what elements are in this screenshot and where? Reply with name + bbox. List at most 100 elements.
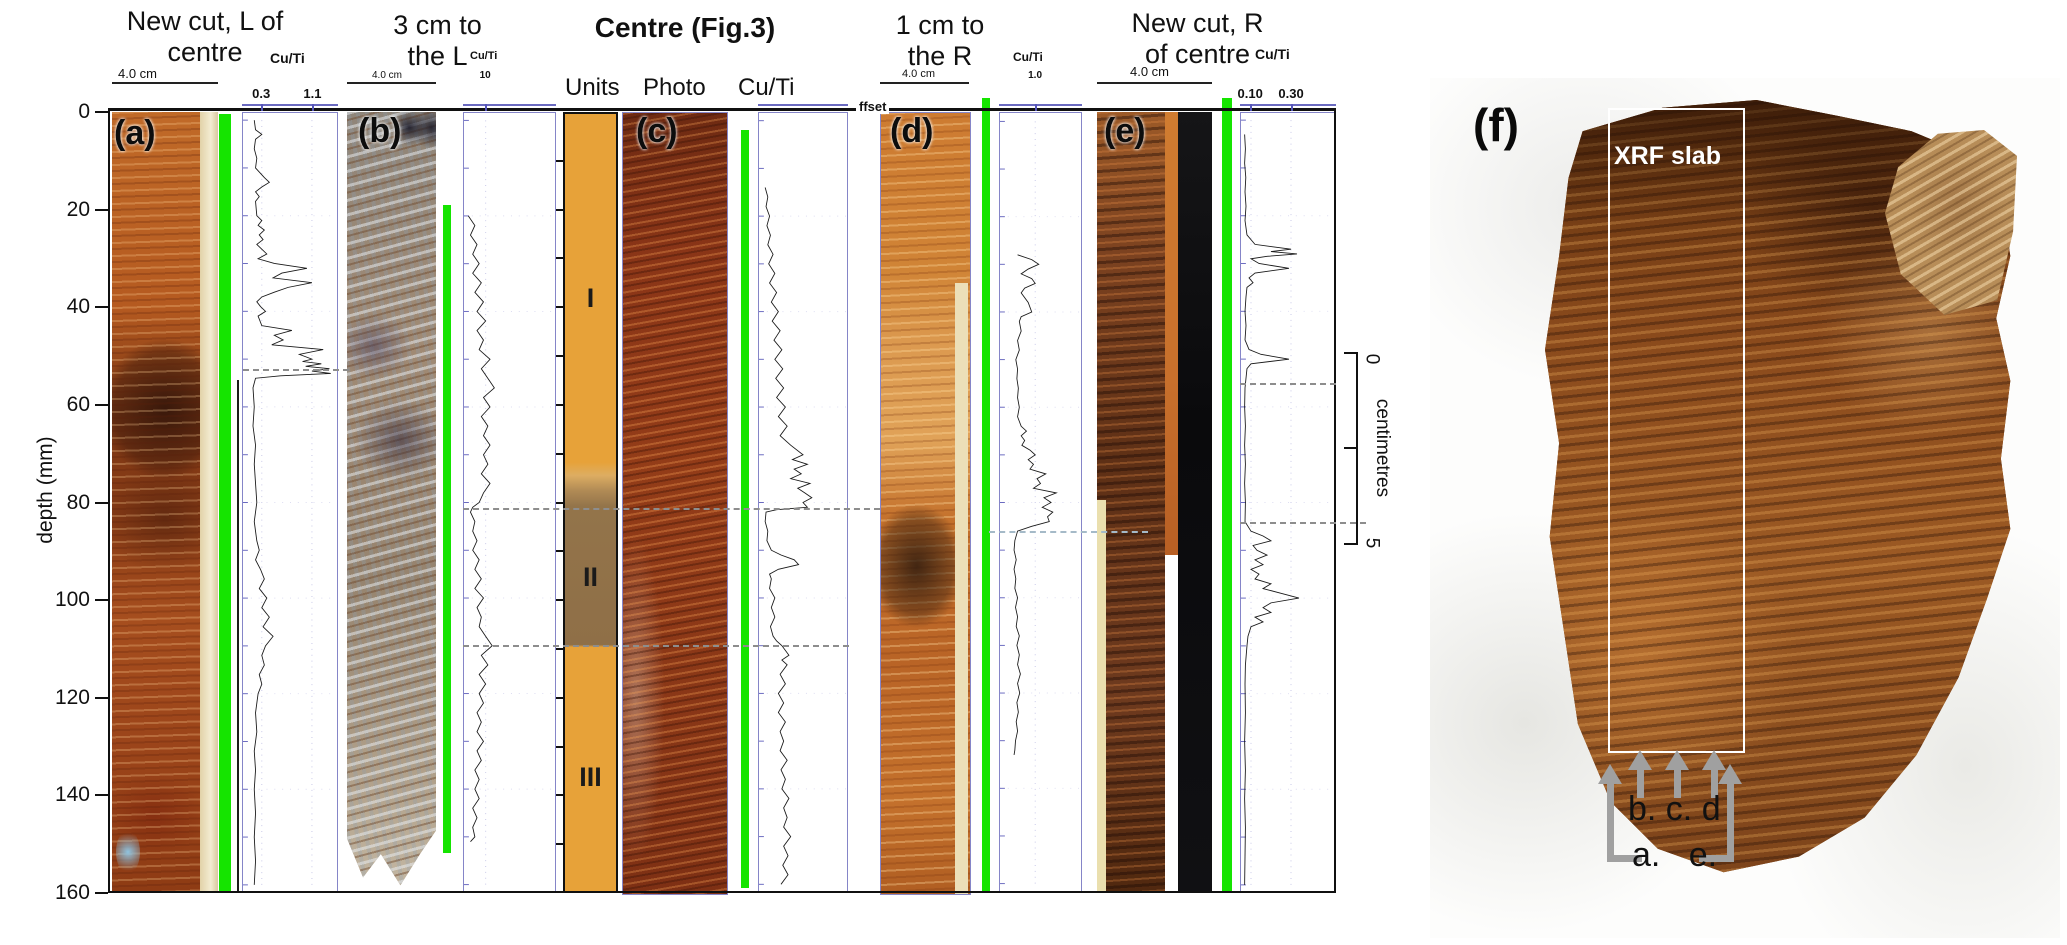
core-edge-cream-a xyxy=(200,112,218,893)
correlation-dashed-line xyxy=(989,530,1148,533)
cuti-column-header: Cu/Ti xyxy=(738,74,795,101)
xrf-slab-label: XRF slab xyxy=(1614,142,1721,170)
axis-tick-label: 0.30 xyxy=(1278,86,1304,101)
panel-d-title: 1 cm to the R xyxy=(895,10,985,71)
panel-letter-f: (f) xyxy=(1473,99,1519,151)
scalebar-line-e xyxy=(1097,82,1212,84)
axis-tick xyxy=(312,104,315,111)
arrow-up-icon xyxy=(1637,770,1644,798)
plot-axis-d xyxy=(999,104,1082,106)
cm-scale-tick xyxy=(1344,447,1358,449)
panel-letter-b: (b) xyxy=(358,112,402,150)
core-boundary-line-a xyxy=(237,380,239,893)
core-photo-d xyxy=(880,112,971,895)
plot-axis-c xyxy=(758,104,848,106)
depth-tick xyxy=(95,892,108,894)
arrow-up-icon xyxy=(1718,764,1742,784)
core-photo-a xyxy=(112,112,218,893)
correlation-dashed-line xyxy=(1240,522,1366,525)
xrf-track-bar-e xyxy=(1222,98,1232,893)
slab-positions-label-bcd: b. c. d xyxy=(1628,790,1721,828)
xrf-track-bar-d xyxy=(982,98,990,893)
scalebar-label-b: 4.0 cm xyxy=(372,70,403,81)
scalebar-line-d xyxy=(880,82,969,84)
offset-note: ffset xyxy=(856,99,890,114)
core-shadow-gap-e xyxy=(1178,112,1212,893)
scalebar-label-d: 4.0 cm xyxy=(902,68,936,80)
xrf-slab-outline xyxy=(1608,108,1745,753)
arrow-bracket-foot xyxy=(1699,855,1734,862)
depth-tick xyxy=(95,599,108,602)
axis-tick xyxy=(261,104,264,111)
plot-axis-a xyxy=(242,104,338,106)
arrow-up-icon xyxy=(1665,750,1689,770)
depth-tick xyxy=(95,696,108,699)
cuti-plot-b xyxy=(463,112,556,893)
panel-a-title: New cut, L of centre xyxy=(126,6,284,67)
axis-tick-label: 0.10 xyxy=(1237,86,1263,101)
photo-column-header: Photo xyxy=(643,74,706,101)
panel-letter-a: (a) xyxy=(114,114,156,152)
core-photo-b xyxy=(347,112,436,886)
cuti-label-e: Cu/Ti xyxy=(1255,46,1290,62)
core-photo-c xyxy=(622,112,728,895)
depth-tick-label: 20 xyxy=(66,197,90,221)
depth-tick-label: 40 xyxy=(66,295,90,319)
panel-c-title: Centre (Fig.3) xyxy=(594,12,776,43)
axis-tick-label: 1.1 xyxy=(303,86,322,101)
depth-tick-label: 120 xyxy=(54,685,90,709)
depth-tick xyxy=(95,208,108,211)
correlation-dashed-line xyxy=(1240,382,1336,385)
cuti-plot-e xyxy=(1240,112,1336,893)
xrf-track-bar-b xyxy=(443,205,451,853)
core-edge-cream-d xyxy=(955,283,968,894)
plot-axis-b xyxy=(463,104,556,106)
cuti-plot-d xyxy=(999,112,1082,893)
cm-scale-zero: 0 xyxy=(1361,353,1383,365)
depth-tick-label: 0 xyxy=(78,100,90,123)
depth-tick xyxy=(95,111,108,113)
arrow-up-icon xyxy=(1628,750,1652,770)
cuti-label-b: Cu/Ti xyxy=(470,50,498,62)
cuti-label-d: Cu/Ti xyxy=(1013,50,1043,64)
cm-scale-label: centimetres xyxy=(1372,398,1393,498)
depth-tick-label: 80 xyxy=(66,490,90,514)
cuti-label-a: Cu/Ti xyxy=(270,50,305,66)
arrow-up-icon xyxy=(1711,770,1718,798)
scalebar-line-a xyxy=(112,82,218,84)
plot-axis-e xyxy=(1240,104,1336,106)
axis-tick xyxy=(1250,104,1253,111)
depth-tick-label: 100 xyxy=(54,588,90,612)
slab-positions-label-ae: a. e. xyxy=(1632,836,1718,874)
unit-label: II xyxy=(582,562,598,592)
cm-scale-tick xyxy=(1344,543,1358,545)
scalebar-label-e: 4.0 cm xyxy=(1130,64,1170,79)
depth-tick xyxy=(95,501,108,504)
depth-tick-label: 160 xyxy=(54,881,90,904)
unit-label: I xyxy=(586,283,595,313)
axis-tick-label: 1.0 xyxy=(1028,70,1043,81)
unit-label: III xyxy=(579,762,602,792)
core-blue-spot-a xyxy=(116,830,140,874)
scalebar-line-b xyxy=(347,82,436,84)
correlation-dashed-line xyxy=(463,645,849,648)
units-column xyxy=(563,112,618,893)
core-orange-stripe-e xyxy=(1165,112,1178,555)
correlation-dashed-line xyxy=(243,368,349,371)
figure-frame xyxy=(108,108,1336,893)
panel-e-title: New cut, R of centre xyxy=(1131,8,1264,69)
arrow-up-icon xyxy=(1727,784,1734,862)
cm-scale-five: 5 xyxy=(1361,537,1383,549)
axis-tick-label: 10 xyxy=(479,70,491,81)
depth-tick xyxy=(95,306,108,309)
depth-tick-label: 140 xyxy=(54,783,90,807)
depth-tick xyxy=(95,794,108,797)
arrow-up-icon xyxy=(1607,784,1614,862)
axis-tick xyxy=(1035,104,1038,111)
cuti-plot-a xyxy=(242,112,338,893)
xrf-track-bar-a xyxy=(219,114,231,893)
correlation-dashed-line xyxy=(463,508,880,511)
cm-scale-tick xyxy=(1344,352,1358,354)
arrow-bracket-foot xyxy=(1607,855,1642,862)
